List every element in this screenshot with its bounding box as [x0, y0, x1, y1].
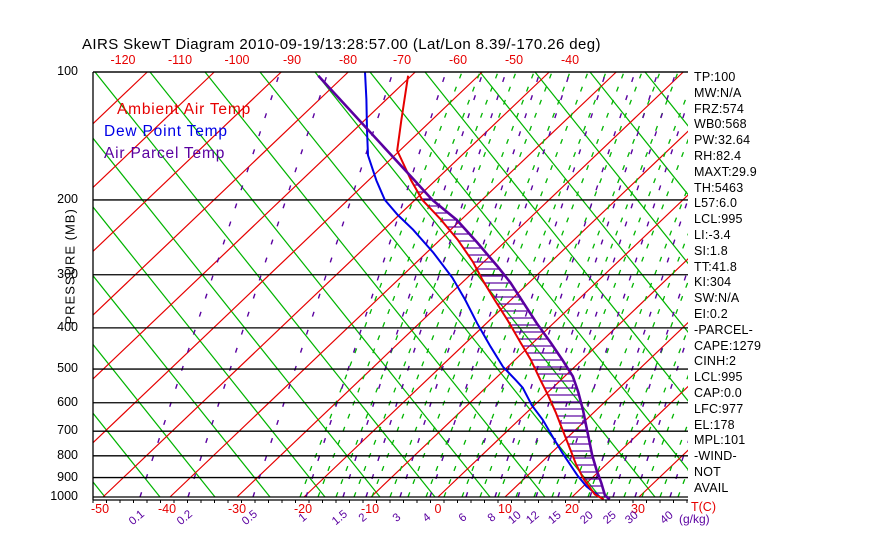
stats-line: LCL:995: [694, 212, 743, 227]
pressure-tick: 300: [57, 266, 78, 281]
pressure-tick: 500: [57, 361, 78, 376]
stats-line: MAXT:29.9: [694, 164, 757, 179]
pressure-tick: 1000: [50, 489, 78, 503]
stats-line: EL:178: [694, 417, 735, 432]
pressure-tick: 200: [57, 191, 78, 206]
axis-ticks: [92, 500, 688, 503]
stats-line: LFC:977: [694, 401, 744, 416]
bottom-temp-tick: 20: [565, 502, 579, 516]
ambient-temp-curve: [396, 75, 605, 501]
stats-line: FRZ:574: [694, 101, 745, 116]
top-temp-tick: -40: [560, 53, 580, 67]
legend-ambient-air-temp: Ambient Air Temp: [117, 101, 251, 118]
stats-line: TT:41.8: [694, 259, 738, 274]
stats-line: -PARCEL-: [694, 322, 754, 337]
temp-axis-unit-label: T(C): [691, 500, 716, 514]
pressure-tick: 100: [57, 64, 78, 78]
top-temp-tick: -70: [392, 53, 412, 67]
stats-line: KI:304: [694, 275, 732, 290]
pressure-tick: 900: [57, 469, 78, 484]
bottom-temp-tick: 30: [631, 502, 645, 516]
bottom-temp-tick: -40: [157, 502, 177, 516]
stats-line: SI:1.8: [694, 243, 728, 258]
dry-adiabat-lines: [93, 71, 688, 498]
legend-air-parcel-temp: Air Parcel Temp: [104, 145, 226, 162]
stats-line: LI:-3.4: [694, 227, 731, 242]
legend-dew-point-temp: Dew Point Temp: [104, 123, 228, 140]
stats-line: TH:5463: [694, 180, 744, 195]
stats-line: CAPE:1279: [694, 338, 762, 353]
mixing-ratio-lines: [299, 71, 688, 498]
cape-hatch-region: [411, 178, 610, 500]
pressure-tick: 600: [57, 394, 78, 409]
mixing-ratio-unit-label: (g/kg): [679, 512, 710, 526]
top-temp-tick: -110: [167, 53, 193, 67]
dew-point-curve: [364, 71, 601, 498]
stats-line: MPL:101: [694, 433, 746, 448]
bottom-temp-tick: -30: [227, 502, 247, 516]
stats-line: AVAIL: [694, 480, 729, 495]
stats-line: EI:0.2: [694, 306, 728, 321]
stats-line: SW:N/A: [694, 291, 740, 306]
stats-line: CINH:2: [694, 354, 737, 369]
top-temp-tick: -60: [448, 53, 468, 67]
bottom-temp-tick: -10: [360, 502, 380, 516]
stats-line: NOT: [694, 464, 721, 479]
stats-line: RH:82.4: [694, 148, 742, 163]
top-temp-tick: -80: [338, 53, 358, 67]
stats-line: PW:32.64: [694, 133, 751, 148]
stats-line: WB0:568: [694, 117, 747, 132]
isotherm-lines: [93, 71, 688, 498]
bottom-temp-tick: -20: [293, 502, 313, 516]
page-title: AIRS SkewT Diagram 2010-09-19/13:28:57.0…: [82, 36, 601, 53]
stats-line: LCL:995: [694, 370, 743, 385]
stats-line: MW:N/A: [694, 85, 742, 100]
top-temp-tick: -100: [224, 53, 250, 67]
top-temp-tick: -120: [110, 53, 136, 67]
stats-line: L57:6.0: [694, 196, 738, 211]
pressure-tick: 700: [57, 423, 78, 438]
top-temp-tick: -50: [504, 53, 524, 67]
bottom-temp-tick: 10: [498, 502, 512, 516]
pressure-tick: 400: [57, 319, 78, 334]
parcel-temp-curve: [317, 74, 611, 501]
stats-panel: TP:100 MW:N/A FRZ:574 WB0:568 PW:32.64 RH:82.…: [694, 70, 761, 497]
stats-line: TP:100: [694, 70, 736, 84]
bottom-temp-tick: -50: [90, 502, 110, 516]
top-temp-tick: -90: [282, 53, 302, 67]
pressure-tick: 800: [57, 447, 78, 462]
stats-line: CAP:0.0: [694, 385, 742, 400]
bottom-temp-tick: 0: [434, 502, 442, 516]
stats-line: -WIND-: [694, 449, 737, 464]
